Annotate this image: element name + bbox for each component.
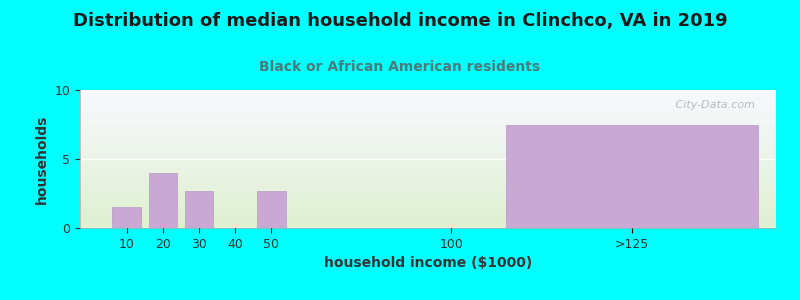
Text: City-Data.com: City-Data.com	[665, 100, 755, 110]
Bar	[257, 191, 286, 228]
X-axis label: household income ($1000): household income ($1000)	[324, 256, 532, 270]
Text: Black or African American residents: Black or African American residents	[259, 60, 541, 74]
Bar	[506, 124, 758, 228]
Y-axis label: households: households	[35, 114, 49, 204]
Bar	[149, 173, 178, 228]
Bar	[113, 207, 142, 228]
Bar	[185, 191, 214, 228]
Text: Distribution of median household income in Clinchco, VA in 2019: Distribution of median household income …	[73, 12, 727, 30]
